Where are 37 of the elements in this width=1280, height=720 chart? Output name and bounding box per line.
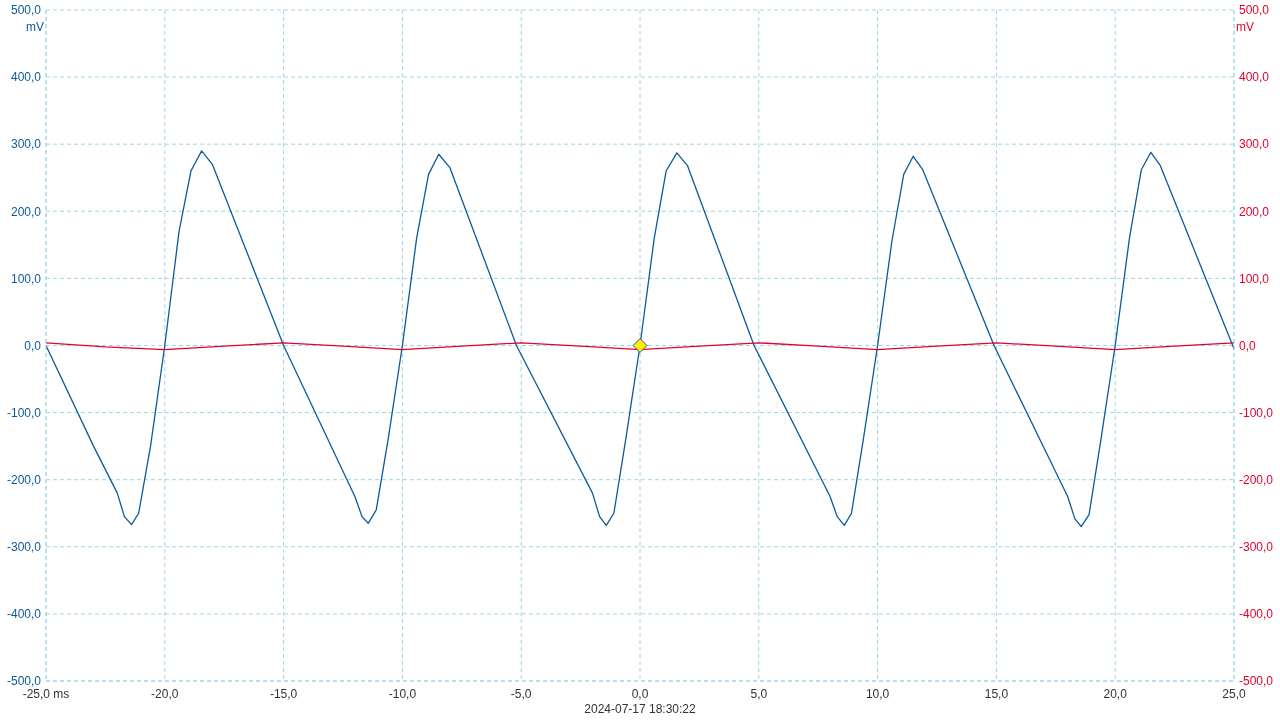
x-tick-label: 15,0 (984, 686, 1009, 701)
y2-tick-label: 400,0 (1239, 70, 1270, 85)
y2-tick-label: -300,0 (1239, 540, 1274, 555)
y-tick-label: -500,0 (6, 674, 42, 689)
line-series (46, 150, 1234, 528)
x-tick-label: -20,0 (151, 686, 179, 701)
x-tick-label: -15,0 (269, 686, 298, 701)
y-tick-label: -400,0 (6, 607, 42, 622)
y-tick-label: 100,0 (10, 271, 42, 286)
y2-tick-label: -200,0 (1239, 472, 1274, 487)
text: 2024-07-17 18:30:22 (583, 702, 697, 716)
y-tick-label: -200,0 (6, 472, 42, 487)
x-tick-label: 25,0 (1222, 686, 1246, 701)
x-tick-label: 0,0 (631, 686, 649, 701)
x-tick-label: 10,0 (865, 686, 890, 701)
y2-tick-label: -500,0 (1239, 674, 1274, 689)
y-tick-label: -100,0 (6, 405, 42, 420)
y-tick-label: -300,0 (6, 540, 42, 555)
y2-tick-label: 100,0 (1239, 271, 1270, 286)
y-tick-label: 400,0 (10, 70, 42, 85)
y2-tick-label: 300,0 (1239, 137, 1270, 152)
y-axis-title: mV (26, 20, 44, 34)
y-tick-label: 200,0 (10, 204, 42, 219)
y2-tick-label: 200,0 (1239, 204, 1270, 219)
x-tick-label: -25,0 ms (22, 686, 70, 701)
y2-tick-label: -400,0 (1239, 607, 1274, 622)
x-tick-label: -5,0 (510, 686, 532, 701)
y-tick-label: 300,0 (10, 137, 42, 152)
y2-tick-label: 0,0 (1239, 338, 1257, 353)
x-tick-label: -10,0 (388, 686, 417, 701)
x-tick-label: 20,0 (1103, 686, 1128, 701)
y-tick-label: 0,0 (24, 338, 42, 353)
x-tick-label: 5,0 (750, 686, 768, 701)
y2-tick-label: -100,0 (1239, 405, 1274, 420)
y2-tick-label: 500,0 (1239, 3, 1270, 18)
y2-axis-title: mV (1236, 20, 1254, 34)
y-tick-label: 500,0 (10, 3, 42, 18)
